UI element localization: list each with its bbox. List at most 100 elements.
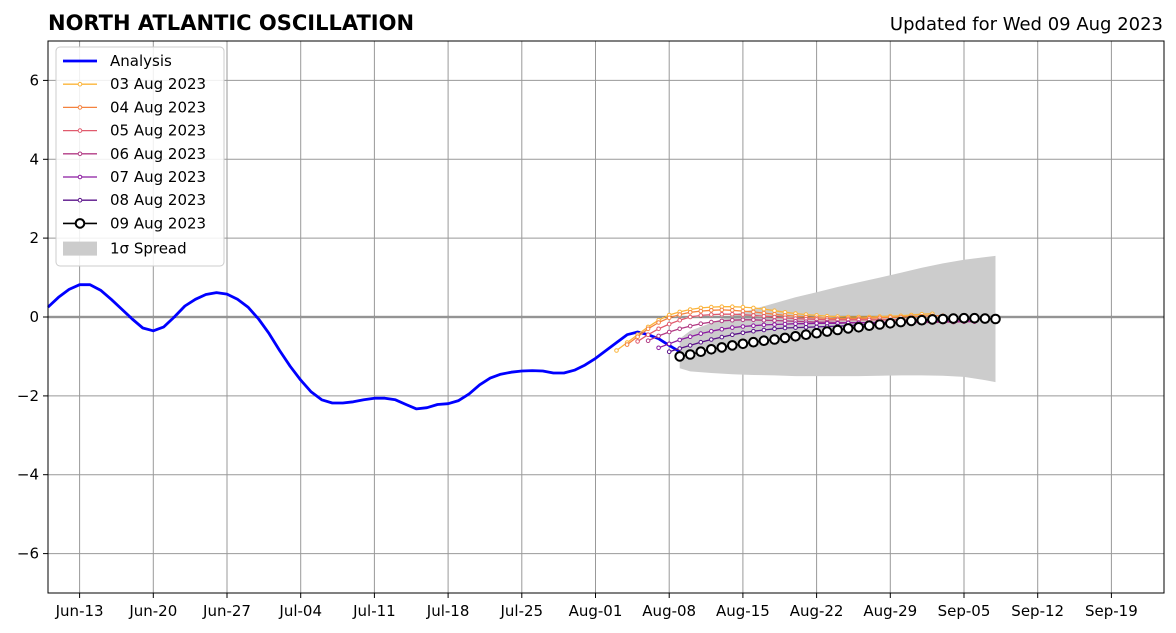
- legend-label-spread: 1σ Spread: [110, 240, 187, 258]
- series-point-3: [698, 313, 704, 318]
- legend-label: Analysis: [110, 52, 172, 70]
- series-point-7: [990, 313, 1001, 325]
- series-point-4: [761, 317, 767, 323]
- y-tick-label: 6: [29, 71, 39, 89]
- series-point-5: [751, 323, 756, 329]
- series-point-5: [687, 334, 693, 340]
- x-tick-label: Aug-29: [863, 602, 917, 620]
- legend-label: 03 Aug 2023: [110, 75, 206, 93]
- series-point-5: [772, 322, 777, 327]
- legend-swatch-marker: [77, 174, 83, 180]
- legend-swatch-marker: [77, 105, 83, 110]
- x-tick-label: Aug-01: [569, 602, 623, 620]
- series-point-5: [709, 328, 714, 334]
- x-tick-label: Jun-13: [55, 602, 104, 620]
- series-point-2: [635, 334, 640, 340]
- series-point-7: [800, 329, 812, 341]
- series-point-7: [853, 322, 865, 333]
- series-point-4: [698, 321, 704, 327]
- series-point-5: [666, 341, 672, 347]
- series-point-7: [716, 342, 728, 353]
- legend-swatch-marker: [74, 218, 86, 229]
- series-point-6: [740, 330, 746, 336]
- x-tick-label: Jul-25: [499, 602, 543, 620]
- legend-label: 09 Aug 2023: [110, 214, 206, 232]
- series-point-7: [706, 344, 717, 355]
- series-point-4: [656, 333, 661, 339]
- series-point-2: [645, 326, 651, 332]
- series-point-3: [719, 311, 725, 317]
- series-point-3: [645, 332, 651, 338]
- series-point-4: [677, 326, 683, 332]
- series-point-5: [814, 321, 819, 326]
- series-point-7: [727, 340, 738, 351]
- series-point-6: [803, 325, 809, 330]
- series-point-4: [740, 317, 746, 323]
- series-point-7: [948, 313, 959, 324]
- legend-swatch-spread: [63, 241, 97, 256]
- series-point-4: [751, 317, 756, 323]
- y-tick-label: 2: [29, 229, 39, 247]
- x-tick-label: Sep-12: [1011, 602, 1064, 620]
- series-point-2: [709, 308, 714, 313]
- series-point-3: [635, 339, 640, 344]
- series-point-7: [906, 315, 917, 327]
- series-point-7: [958, 312, 970, 324]
- series-point-3: [751, 313, 756, 318]
- series-point-2: [719, 307, 725, 313]
- series-point-7: [874, 319, 886, 330]
- series-point-2: [730, 308, 735, 313]
- series-point-6: [730, 332, 735, 338]
- x-tick-label: Aug-22: [790, 602, 844, 620]
- legend-swatch-marker: [77, 151, 83, 157]
- series-point-4: [730, 317, 735, 323]
- series-point-1: [730, 304, 735, 310]
- series-point-6: [751, 328, 756, 334]
- series-point-5: [656, 345, 661, 351]
- x-tick-label: Sep-05: [938, 602, 991, 620]
- series-point-7: [979, 313, 991, 324]
- series-point-1: [740, 304, 746, 310]
- series-point-5: [719, 326, 725, 332]
- y-tick-label: 0: [29, 308, 39, 326]
- y-tick-label: −4: [17, 466, 39, 484]
- series-point-7: [832, 324, 843, 336]
- series-point-2: [698, 308, 704, 314]
- series-point-2: [624, 342, 630, 347]
- chart-subtitle: Updated for Wed 09 Aug 2023: [890, 14, 1163, 35]
- legend-swatch-marker: [77, 197, 83, 203]
- series-point-6: [709, 337, 714, 342]
- series-point-7: [758, 335, 770, 347]
- series-point-3: [687, 314, 693, 320]
- series-point-6: [677, 346, 683, 351]
- series-layer: [47, 283, 1001, 411]
- series-point-5: [677, 337, 683, 343]
- series-point-6: [793, 325, 798, 330]
- series-point-3: [740, 312, 746, 317]
- y-tick-label: 4: [29, 150, 39, 168]
- legend-label: 05 Aug 2023: [110, 122, 206, 140]
- series-point-4: [772, 318, 777, 323]
- series-point-7: [916, 314, 928, 326]
- series-point-4: [719, 318, 725, 324]
- series-point-3: [666, 321, 672, 327]
- series-point-7: [937, 313, 949, 325]
- y-tick-label: −6: [17, 545, 39, 563]
- series-point-4: [709, 319, 714, 325]
- series-point-6: [698, 339, 704, 345]
- series-point-5: [793, 321, 798, 327]
- series-point-7: [790, 331, 801, 342]
- legend-swatch-marker: [77, 81, 83, 87]
- x-tick-label: Jul-18: [426, 602, 470, 620]
- series-point-7: [927, 314, 938, 325]
- legend-label: 07 Aug 2023: [110, 168, 206, 186]
- series-point-2: [656, 320, 661, 325]
- series-point-7: [863, 320, 875, 332]
- series-point-5: [761, 322, 767, 328]
- series-point-6: [772, 326, 777, 332]
- series-point-1: [614, 348, 619, 353]
- series-point-4: [645, 338, 651, 344]
- series-point-7: [737, 338, 749, 350]
- legend: Analysis 03 Aug 2023 04 Aug 2023 05 Aug 202…: [55, 46, 225, 267]
- series-point-2: [677, 312, 683, 317]
